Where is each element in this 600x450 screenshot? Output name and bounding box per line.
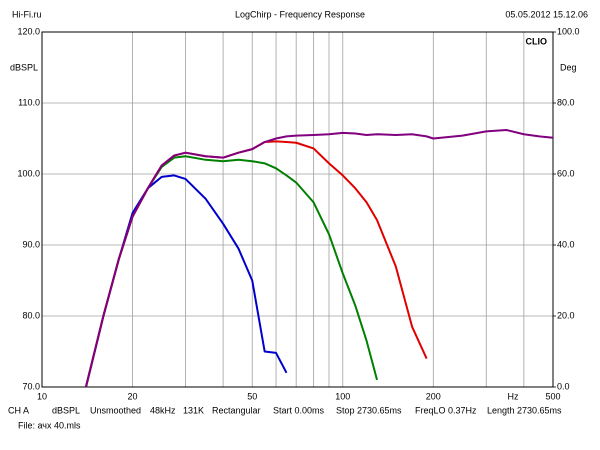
x-tick-label: 50 bbox=[247, 391, 257, 401]
footer-item: CH A bbox=[8, 405, 29, 415]
plot-border bbox=[41, 31, 554, 388]
footer-item: 48kHz bbox=[150, 405, 176, 415]
footer-item: Start 0.00ms bbox=[273, 405, 325, 415]
y-tick-label: 120.0 bbox=[17, 26, 40, 36]
x-unit-label: Hz bbox=[508, 391, 519, 401]
site-name: Hi-Fi.ru bbox=[12, 9, 42, 19]
file-name: File: ачх 40.mls bbox=[18, 420, 81, 430]
footer-item: Rectangular bbox=[212, 405, 261, 415]
x-tick-label: 500 bbox=[545, 391, 560, 401]
x-tick-label: 200 bbox=[426, 391, 441, 401]
footer-item: FreqLO 0.37Hz bbox=[415, 405, 477, 415]
y2-tick-label: 20.0 bbox=[557, 310, 575, 320]
y2-tick-label: 0.0 bbox=[557, 381, 570, 391]
date: 05.05.2012 15.12.06 bbox=[505, 9, 588, 19]
x-tick-label: 100 bbox=[335, 391, 350, 401]
y-tick-label: 110.0 bbox=[18, 97, 40, 107]
x-tick-label: 10 bbox=[37, 391, 47, 401]
x-tick-label: 20 bbox=[128, 391, 138, 401]
series-line bbox=[84, 128, 554, 388]
y-tick-label: 90.0 bbox=[22, 239, 40, 249]
y-tick-label: 80.0 bbox=[22, 310, 40, 320]
y2-axis-label: Deg bbox=[560, 62, 577, 72]
footer-item: 131K bbox=[183, 405, 204, 415]
y2-tick-label: 80.0 bbox=[557, 97, 575, 107]
footer-item: dBSPL bbox=[52, 405, 80, 415]
brand-label: CLIO bbox=[526, 36, 548, 46]
y2-tick-label: 60.0 bbox=[557, 168, 575, 178]
footer-item: Unsmoothed bbox=[90, 405, 141, 415]
y-axis-label: dBSPL bbox=[10, 62, 38, 72]
footer-item: Length 2730.65ms bbox=[487, 405, 562, 415]
y-tick-label: 70.0 bbox=[22, 381, 40, 391]
y2-tick-label: 100.0 bbox=[557, 26, 580, 36]
chart-title: LogChirp - Frequency Response bbox=[235, 9, 365, 19]
footer-item: Stop 2730.65ms bbox=[336, 405, 402, 415]
y2-tick-label: 40.0 bbox=[557, 239, 575, 249]
y-tick-label: 100.0 bbox=[17, 168, 40, 178]
